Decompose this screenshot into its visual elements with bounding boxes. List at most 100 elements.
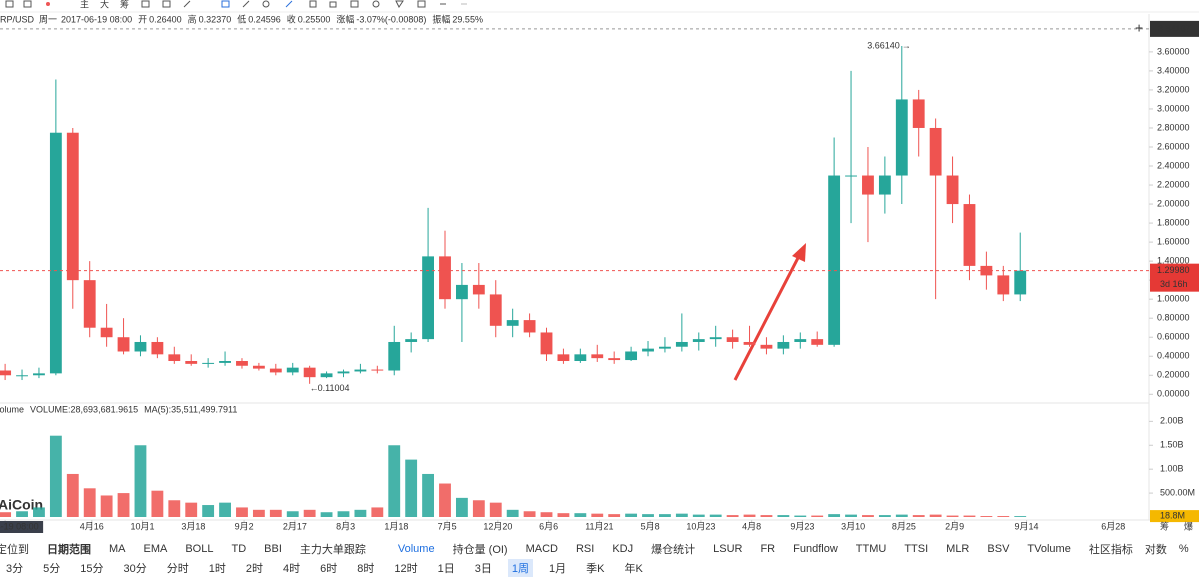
candle-body — [692, 339, 705, 342]
y2-tick-label: 2.00B — [1160, 416, 1184, 426]
toolbar-icons — [5, 0, 467, 8]
header-text: -3.07%(-0.00808) — [356, 14, 426, 24]
x-tick-label: 8月25 — [892, 521, 916, 531]
toolbar-item[interactable]: 主 — [80, 0, 89, 9]
bar-item[interactable]: 分时 — [166, 563, 189, 575]
candle-body — [151, 341, 164, 355]
header-text: 0.26400 — [149, 14, 182, 24]
volume-bar — [303, 509, 316, 517]
y-tick-label: 2.20000 — [1157, 179, 1190, 189]
candle-body — [743, 341, 756, 345]
x-tick-label: 6月6 — [539, 521, 558, 531]
volume-bar — [66, 473, 79, 517]
volume-bar — [168, 500, 181, 517]
high-mark-arrow: → — [902, 40, 911, 50]
bar-item[interactable]: BOLL — [185, 543, 214, 555]
x-tick-label: 3月10 — [841, 521, 865, 531]
candle-body — [895, 99, 908, 176]
bar-item[interactable]: KDJ — [612, 543, 634, 555]
bar-item[interactable]: 季K — [586, 563, 605, 575]
bar-item[interactable]: 8时 — [357, 563, 375, 575]
bar-item[interactable]: MA — [109, 543, 126, 555]
bar-item[interactable]: TD — [231, 543, 247, 555]
bar-item[interactable]: BBI — [264, 543, 282, 555]
bar-item[interactable]: 持仓量 (OI) — [452, 544, 508, 556]
toolbar-item[interactable]: 筹 — [120, 0, 129, 9]
volume-bar — [185, 502, 198, 517]
x-tick-label: 9月14 — [1015, 521, 1039, 531]
bar-item[interactable]: 社区指标 — [1088, 544, 1133, 556]
bar-item[interactable]: 1时 — [208, 563, 226, 575]
bar-item[interactable]: TTMU — [855, 543, 887, 555]
bar-item[interactable]: 5分 — [43, 563, 61, 575]
bar-item[interactable]: 定位到 — [0, 544, 29, 556]
bar-item[interactable]: 对数 — [1144, 544, 1167, 556]
header-text: 2017-06-19 08:00 — [61, 14, 132, 24]
candle-body — [574, 354, 587, 362]
volume-bar — [506, 509, 519, 517]
bar-item[interactable]: 30分 — [123, 563, 147, 575]
volume-bar — [574, 513, 587, 517]
bar-item[interactable]: Fundflow — [793, 543, 838, 555]
candle-body — [675, 341, 688, 347]
bar-item[interactable]: 4时 — [283, 563, 301, 575]
volume-bar — [794, 515, 807, 517]
bar-item[interactable]: TVolume — [1027, 543, 1071, 555]
bar-item[interactable]: 1月 — [549, 563, 567, 575]
bar-item[interactable]: 12时 — [394, 563, 418, 575]
volume-bar — [878, 515, 891, 517]
header-text: 周一 — [39, 14, 57, 24]
x-tick-label: 12月20 — [483, 521, 512, 531]
bar-item[interactable]: EMA — [143, 543, 168, 555]
bar-item[interactable]: 3日 — [474, 563, 492, 575]
volume-bar — [675, 513, 688, 517]
volume-bar — [777, 515, 790, 517]
candle-body — [726, 337, 739, 342]
bar-item[interactable]: 日期范围 — [47, 544, 91, 556]
candle-body — [422, 256, 434, 340]
x-tick-label: 4月8 — [742, 521, 761, 531]
bar-item[interactable]: % — [1178, 543, 1189, 555]
bar-item[interactable]: Volume — [397, 543, 435, 555]
y-tick-label: 1.80000 — [1157, 217, 1190, 227]
bar-item[interactable]: LSUR — [713, 543, 743, 555]
candle-body — [0, 370, 12, 376]
bar-item[interactable]: 3分 — [6, 563, 24, 575]
volume-bar — [862, 515, 874, 517]
high-mark-label: 3.66140 — [867, 40, 900, 50]
bar-item[interactable]: BSV — [987, 543, 1010, 555]
bar-item[interactable]: 年K — [624, 563, 643, 575]
last-volume-label: 18.8M — [1160, 510, 1185, 520]
bar-item[interactable]: 15分 — [80, 563, 104, 575]
bar-item[interactable]: 1周 — [507, 559, 533, 577]
candle-body — [117, 337, 130, 352]
candle-body — [49, 132, 62, 374]
y-tick-label: 3.60000 — [1157, 46, 1190, 56]
volume-bar — [523, 511, 536, 517]
bar-item[interactable]: FR — [760, 543, 776, 555]
bar-item[interactable]: MLR — [946, 543, 970, 555]
candle-body — [845, 175, 857, 177]
last-price-label: 1.29980 — [1157, 265, 1190, 275]
candle-body — [134, 341, 147, 352]
bar-item[interactable]: RSI — [575, 543, 595, 555]
candle-body — [337, 371, 350, 374]
bar-item[interactable]: MACD — [525, 543, 558, 555]
bar-item[interactable]: TTSI — [904, 543, 929, 555]
x-tick-label: 9月2 — [235, 521, 254, 531]
volume-bar — [286, 511, 299, 517]
bar-item[interactable]: 爆仓统计 — [651, 544, 696, 556]
bar-item[interactable]: 2时 — [245, 563, 263, 575]
toolbar-item[interactable]: 大 — [100, 0, 109, 9]
x-tick-label: 8月3 — [336, 521, 355, 531]
volume-bar — [828, 514, 841, 517]
x-tick-label: 6月28 — [1101, 521, 1125, 531]
volume-bar — [219, 502, 231, 517]
volume-bar — [659, 514, 671, 517]
bar-item[interactable]: 1日 — [437, 563, 455, 575]
volume-bar — [117, 493, 130, 517]
x-tick-label: 3月18 — [181, 521, 205, 531]
header-text: 振幅 — [432, 13, 450, 24]
bar-item[interactable]: 主力大单跟踪 — [299, 544, 366, 556]
bar-item[interactable]: 6时 — [320, 563, 338, 575]
